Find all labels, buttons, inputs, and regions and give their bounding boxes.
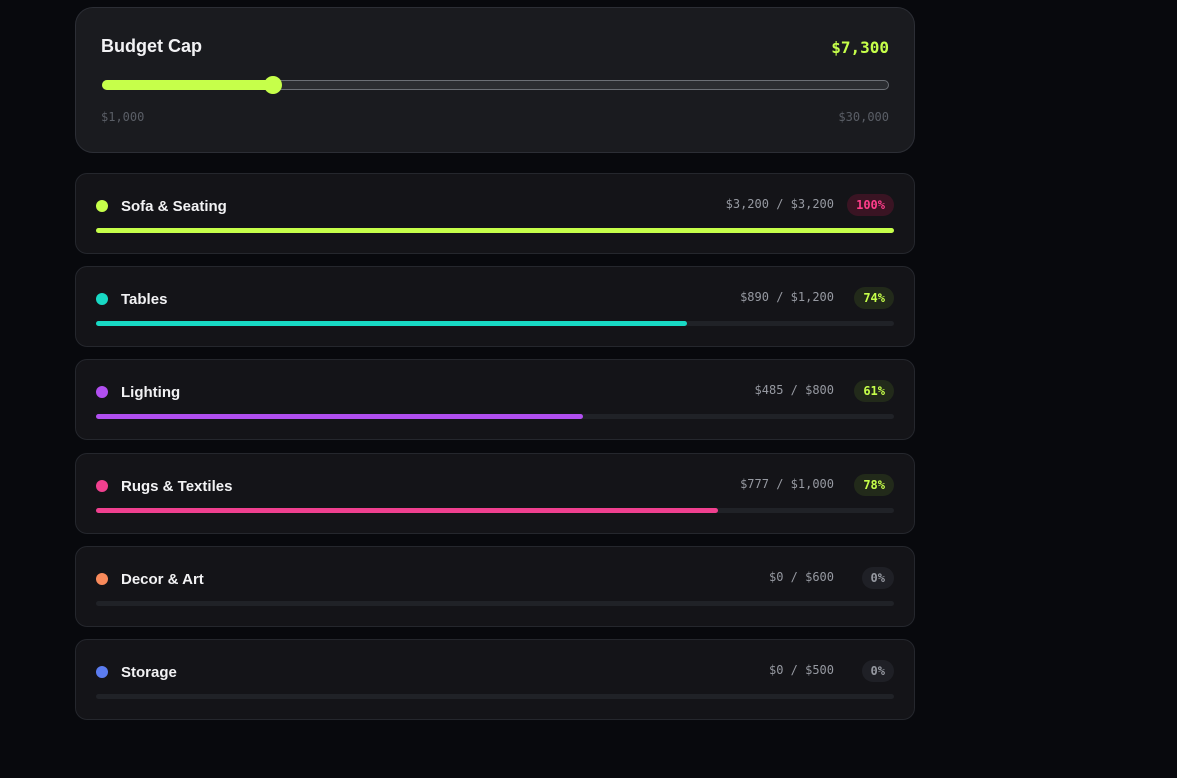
budget-panel: Budget Cap $7,300 $1,000 $30,000 Sofa & … xyxy=(75,7,915,720)
category-color-dot xyxy=(96,293,108,305)
category-percent-badge: 78% xyxy=(854,474,894,496)
category-amounts: $485 / $800 xyxy=(754,383,834,397)
category-color-dot xyxy=(96,200,108,212)
category-percent-badge: 74% xyxy=(854,287,894,309)
category-progress-fill xyxy=(96,228,894,233)
category-amounts: $777 / $1,000 xyxy=(740,477,834,491)
category-name: Decor & Art xyxy=(121,571,204,588)
budget-cap-title: Budget Cap xyxy=(101,36,202,56)
category-card-decor-art[interactable]: Decor & Art $0 / $600 0% xyxy=(75,546,915,627)
category-progress-track xyxy=(96,321,894,326)
budget-cap-min-label: $1,000 xyxy=(101,110,145,124)
category-progress-fill xyxy=(96,414,583,419)
category-progress-track xyxy=(96,508,894,513)
category-progress-track xyxy=(96,414,894,419)
category-color-dot xyxy=(96,386,108,398)
budget-cap-max-label: $30,000 xyxy=(838,110,889,124)
category-card-lighting[interactable]: Lighting $485 / $800 61% xyxy=(75,359,915,440)
category-color-dot xyxy=(96,573,108,585)
category-percent-badge: 100% xyxy=(847,194,894,216)
budget-cap-slider-thumb[interactable] xyxy=(263,76,282,94)
category-progress-fill xyxy=(96,321,687,326)
category-name: Rugs & Textiles xyxy=(121,478,233,495)
category-card-rugs-textiles[interactable]: Rugs & Textiles $777 / $1,000 78% xyxy=(75,453,915,534)
budget-cap-slider-track[interactable] xyxy=(102,80,889,90)
category-amounts: $0 / $500 xyxy=(768,663,834,677)
category-progress-track xyxy=(96,694,894,699)
category-color-dot xyxy=(96,666,108,678)
category-amounts: $0 / $600 xyxy=(768,570,834,584)
category-amounts: $3,200 / $3,200 xyxy=(725,197,834,211)
category-percent-badge: 0% xyxy=(861,567,894,589)
category-name: Sofa & Seating xyxy=(121,198,227,215)
category-card-tables[interactable]: Tables $890 / $1,200 74% xyxy=(75,266,915,347)
category-card-storage[interactable]: Storage $0 / $500 0% xyxy=(75,639,915,720)
category-amounts: $890 / $1,200 xyxy=(740,290,834,304)
category-card-sofa-seating[interactable]: Sofa & Seating $3,200 / $3,200 100% xyxy=(75,173,915,254)
budget-cap-slider-fill xyxy=(102,80,273,90)
category-percent-badge: 61% xyxy=(854,380,894,402)
category-progress-track xyxy=(96,228,894,233)
budget-cap-card: Budget Cap $7,300 $1,000 $30,000 xyxy=(75,7,915,153)
budget-cap-value: $7,300 xyxy=(831,38,889,57)
category-percent-badge: 0% xyxy=(861,660,894,682)
category-progress-fill xyxy=(96,508,719,513)
category-progress-track xyxy=(96,601,894,606)
category-name: Storage xyxy=(121,664,177,681)
category-name: Tables xyxy=(121,291,168,308)
category-name: Lighting xyxy=(121,384,181,401)
category-color-dot xyxy=(96,480,108,492)
